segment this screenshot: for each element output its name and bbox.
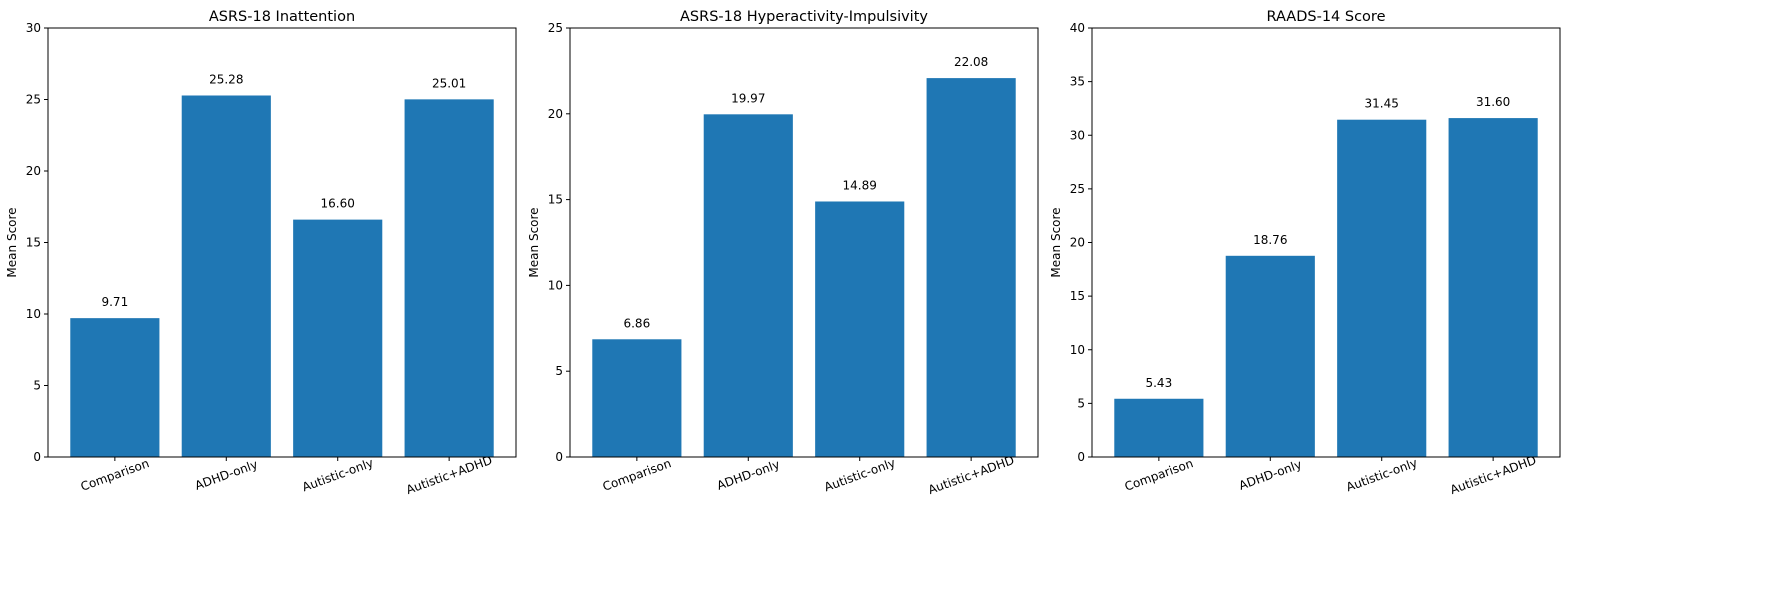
y-axis-label: Mean Score <box>527 207 541 277</box>
x-tick-label: Autistic-only <box>1344 456 1419 495</box>
chart-title: ASRS-18 Inattention <box>209 9 355 25</box>
bar-adhd-only <box>181 95 271 457</box>
y-tick-label: 15 <box>1070 289 1085 303</box>
bar-value-label: 6.86 <box>623 316 650 330</box>
bar-value-label: 16.60 <box>321 197 355 211</box>
y-tick-label: 15 <box>548 193 563 207</box>
bar-value-label: 18.76 <box>1253 233 1287 247</box>
x-tick-label: Comparison <box>601 456 673 494</box>
bar-comparison <box>70 318 160 457</box>
x-tick-label: Comparison <box>1123 456 1195 494</box>
y-axis-label: Mean Score <box>5 207 19 277</box>
y-axis-label: Mean Score <box>1049 207 1063 277</box>
chart-title: ASRS-18 Hyperactivity-Impulsivity <box>680 9 928 25</box>
chart-title: RAADS-14 Score <box>1266 9 1385 25</box>
y-tick-label: 5 <box>1077 396 1085 410</box>
y-tick-label: 10 <box>1070 343 1085 357</box>
x-tick-label: Comparison <box>79 456 151 494</box>
bar-value-label: 31.60 <box>1476 95 1510 109</box>
bar-autistic-only <box>293 219 383 457</box>
y-tick-label: 25 <box>26 93 41 107</box>
y-tick-label: 30 <box>1070 128 1085 142</box>
bar-value-label: 9.71 <box>101 295 128 309</box>
bar-comparison <box>592 339 682 457</box>
y-tick-label: 5 <box>555 364 563 378</box>
y-tick-label: 25 <box>1070 182 1085 196</box>
bar-value-label: 5.43 <box>1145 376 1172 390</box>
x-tick-label: ADHD-only <box>193 457 259 493</box>
x-tick-label: Autistic-only <box>822 456 897 495</box>
bar-value-label: 25.01 <box>432 76 466 90</box>
bar-value-label: 22.08 <box>954 55 988 69</box>
y-tick-label: 35 <box>1070 75 1085 89</box>
y-tick-label: 0 <box>33 450 41 464</box>
bar-adhd-only <box>703 114 793 458</box>
x-tick-label: ADHD-only <box>1237 457 1303 493</box>
bar-autistic-adhd <box>926 78 1016 457</box>
x-tick-label: Autistic-only <box>300 456 375 495</box>
bar-value-label: 31.45 <box>1365 97 1399 111</box>
y-tick-label: 20 <box>1070 236 1085 250</box>
panel-hyperactivity-impulsivity: ASRS-18 Hyperactivity-Impulsivity 6.86 19.… <box>527 9 1039 497</box>
y-tick-label: 40 <box>1070 21 1085 35</box>
y-tick-label: 25 <box>548 21 563 35</box>
bar-value-label: 19.97 <box>731 91 765 105</box>
y-tick-label: 30 <box>26 21 41 35</box>
bar-comparison <box>1114 398 1204 457</box>
y-tick-label: 20 <box>26 164 41 178</box>
bar-adhd-only <box>1225 255 1315 457</box>
axes-frame <box>569 27 1039 458</box>
y-tick-label: 5 <box>33 379 41 393</box>
x-tick-label: ADHD-only <box>715 457 781 493</box>
y-tick-label: 20 <box>548 107 563 121</box>
y-tick-label: 0 <box>1077 450 1085 464</box>
bar-autistic-only <box>1337 119 1427 457</box>
panel-raads-14: RAADS-14 Score 5.43 18.76 31.45 31.60 0 5 10 15 2… <box>1049 9 1561 497</box>
panel-inattention: ASRS-18 Inattention 9.71 25.28 16.60 25.01 0 5… <box>5 9 517 497</box>
y-tick-label: 0 <box>555 450 563 464</box>
bar-autistic-adhd <box>1448 118 1538 457</box>
bar-autistic-only <box>815 201 905 457</box>
y-tick-label: 15 <box>26 236 41 250</box>
y-tick-label: 10 <box>548 278 563 292</box>
bar-autistic-adhd <box>404 99 494 458</box>
y-tick-label: 10 <box>26 307 41 321</box>
bar-value-label: 25.28 <box>209 72 243 86</box>
bar-value-label: 14.89 <box>843 178 877 192</box>
